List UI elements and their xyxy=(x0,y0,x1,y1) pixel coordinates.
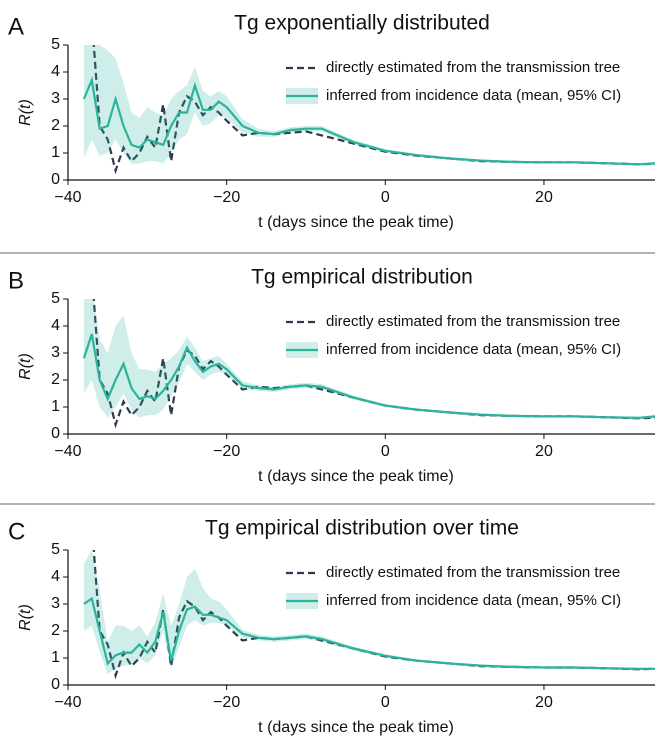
plot-area xyxy=(83,550,655,680)
y-tick-label: 0 xyxy=(51,171,60,188)
y-tick-label: 0 xyxy=(51,676,60,693)
y-tick-label: 5 xyxy=(51,541,60,558)
mean-line xyxy=(83,596,655,670)
x-tick-label: −20 xyxy=(213,189,240,206)
y-tick-label: 5 xyxy=(51,36,60,53)
panel-letter: A xyxy=(8,13,24,40)
y-tick-label: 3 xyxy=(51,595,60,612)
y-axis-label: R(t) xyxy=(17,99,34,126)
x-tick-label: 20 xyxy=(535,694,553,711)
x-tick-label: −20 xyxy=(213,694,240,711)
y-tick-label: 3 xyxy=(51,90,60,107)
x-axis-label: t (days since the peak time) xyxy=(258,719,454,736)
x-tick-label: 20 xyxy=(535,443,553,460)
panel-letter: C xyxy=(8,518,25,545)
panel-letter: B xyxy=(8,267,24,294)
y-axis-label: R(t) xyxy=(17,353,34,380)
x-axis-label: t (days since the peak time) xyxy=(258,214,454,231)
y-tick-label: 4 xyxy=(51,568,60,585)
y-tick-label: 5 xyxy=(51,290,60,307)
mean-line xyxy=(82,333,655,419)
y-tick-label: 3 xyxy=(51,344,60,361)
x-tick-label: 20 xyxy=(535,189,553,206)
legend-label: inferred from incidence data (mean, 95% … xyxy=(326,341,621,358)
y-tick-label: 1 xyxy=(51,398,60,415)
y-tick-label: 2 xyxy=(51,117,60,134)
x-tick-label: −20 xyxy=(213,443,240,460)
ci-band xyxy=(83,550,655,675)
ci-band xyxy=(83,299,655,419)
chart-title: Tg empirical distribution xyxy=(251,266,473,289)
y-tick-label: 2 xyxy=(51,622,60,639)
x-tick-label: 0 xyxy=(381,443,390,460)
legend-label: directly estimated from the transmission… xyxy=(326,564,620,581)
plot-area xyxy=(82,45,655,175)
x-tick-label: −40 xyxy=(54,694,81,711)
x-axis-label: t (days since the peak time) xyxy=(258,468,454,485)
chart-title: Tg exponentially distributed xyxy=(234,12,490,35)
y-tick-label: 2 xyxy=(51,371,60,388)
y-axis-label: R(t) xyxy=(17,604,34,631)
x-tick-label: 0 xyxy=(381,694,390,711)
mean-line xyxy=(82,76,655,166)
plot-area xyxy=(82,299,655,429)
y-tick-label: 1 xyxy=(51,144,60,161)
legend-label: inferred from incidence data (mean, 95% … xyxy=(326,592,621,609)
y-tick-label: 0 xyxy=(51,425,60,442)
x-tick-label: −40 xyxy=(54,443,81,460)
legend-label: inferred from incidence data (mean, 95% … xyxy=(326,87,621,104)
y-tick-label: 4 xyxy=(51,63,60,80)
chart-title: Tg empirical distribution over time xyxy=(205,517,519,540)
y-tick-label: 1 xyxy=(51,649,60,666)
x-tick-label: −40 xyxy=(54,189,81,206)
y-tick-label: 4 xyxy=(51,317,60,334)
legend-label: directly estimated from the transmission… xyxy=(326,313,620,330)
x-tick-label: 0 xyxy=(381,189,390,206)
legend-label: directly estimated from the transmission… xyxy=(326,59,620,76)
ci-band xyxy=(83,45,655,166)
